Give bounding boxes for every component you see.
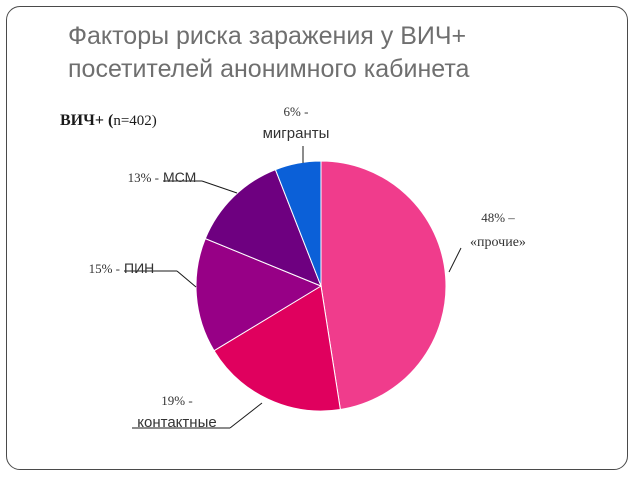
slice-1-pct-label: 19% - <box>161 393 192 408</box>
pie-slice-3 <box>204 168 322 287</box>
leader-lines <box>124 146 462 429</box>
title-line-2: посетителей анонимного кабинета <box>68 55 470 83</box>
slice-2-pct-label: 15% - <box>89 261 120 276</box>
subtitle-part-1: ВИЧ+ ( <box>60 112 114 129</box>
pie-slice-0 <box>320 160 447 411</box>
pie-slice-2 <box>195 237 323 352</box>
title-line-1: Факторы риска заражения у ВИЧ+ <box>68 22 467 50</box>
leader-line-1 <box>229 402 263 429</box>
slice-0-pct-label: 48% – <box>481 210 515 225</box>
slice-1-name-label: контактные <box>137 414 216 431</box>
subtitle-part-2: n=402) <box>113 113 157 129</box>
slice-4-pct-label: 6% - <box>284 104 309 119</box>
leader-line-2 <box>176 270 197 288</box>
pie-slice-4 <box>274 160 322 287</box>
slide-title: Факторы риска заражения у ВИЧ+ посетител… <box>68 20 608 86</box>
slice-2-name-label: ПИН <box>124 260 154 276</box>
slice-3-name-label: МСМ <box>163 169 196 185</box>
slice-3-pct-label: 13% - <box>128 170 159 185</box>
leader-line-3 <box>201 180 238 194</box>
chart-subtitle: ВИЧ+ (n=402) <box>60 112 157 130</box>
slice-0-name-label: «прочие» <box>470 235 526 250</box>
pie-slice-1 <box>213 285 341 412</box>
leader-line-0 <box>448 247 462 273</box>
pie-slices <box>195 160 447 412</box>
slice-4-name-label: мигранты <box>263 125 330 142</box>
